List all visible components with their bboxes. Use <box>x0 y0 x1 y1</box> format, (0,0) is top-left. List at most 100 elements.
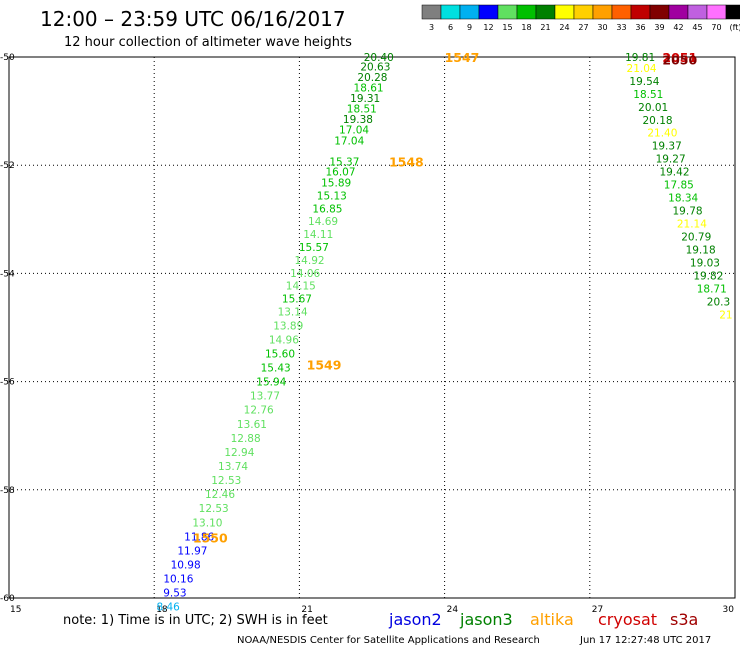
swh-value-label: 13.89 <box>273 320 303 332</box>
swh-value-label: 18.51 <box>347 103 377 115</box>
scale-swatch <box>535 4 556 20</box>
chart-title: 12:00 – 23:59 UTC 06/16/2017 <box>40 7 346 31</box>
scale-label: 70 <box>711 23 721 32</box>
swh-value-label: 14.69 <box>308 216 338 228</box>
swh-value-label: 18.71 <box>697 284 727 296</box>
satellite-name-altika: altika <box>530 610 574 629</box>
scale-label: 21 <box>540 23 550 32</box>
x-tick-label: 30 <box>723 605 735 615</box>
scale-label: (ft) <box>729 23 740 32</box>
swh-value-label: 19.31 <box>350 93 380 105</box>
swh-value-label: 18.34 <box>668 193 698 205</box>
x-tick-label: 15 <box>10 605 21 615</box>
x-tick-label: 18 <box>156 605 168 615</box>
scale-swatch <box>440 4 461 20</box>
scale-label: 27 <box>578 23 588 32</box>
scale-swatch <box>725 4 740 20</box>
pass-number-label: 1549 <box>307 357 342 372</box>
x-tick-label: 27 <box>592 605 603 615</box>
footer-note: note: 1) Time is in UTC; 2) SWH is in fe… <box>63 613 328 628</box>
plot-frame <box>8 56 736 599</box>
swh-value-label: 15.37 <box>329 156 359 168</box>
swh-value-label: 13.61 <box>237 419 267 431</box>
swh-value-label: 15.94 <box>256 377 286 389</box>
swh-value-label: 16.07 <box>325 167 355 179</box>
scale-label: 24 <box>559 23 569 32</box>
swh-value-label: 15.60 <box>265 348 295 360</box>
scale-label: 36 <box>635 23 645 32</box>
scale-swatch <box>668 4 689 20</box>
swh-value-label: 20.18 <box>643 115 673 127</box>
scale-swatch <box>516 4 537 20</box>
swh-value-label: 20.28 <box>357 72 387 84</box>
swh-value-label: 16.85 <box>312 203 342 215</box>
swh-value-label: 11.97 <box>177 545 207 557</box>
swh-value-label: 13.14 <box>278 306 308 318</box>
swh-value-label: 14.15 <box>286 280 316 292</box>
scale-swatch <box>706 4 727 20</box>
scale-swatch <box>687 4 708 20</box>
x-tick-label: 24 <box>447 605 459 615</box>
y-tick-label: -52 <box>0 161 15 171</box>
swh-value-label: 20.3 <box>707 297 730 309</box>
swh-value-label: 14.06 <box>290 268 320 280</box>
swh-value-label: 19.54 <box>629 76 659 88</box>
swh-value-label: 20.40 <box>364 52 394 64</box>
swh-value-label: 18.61 <box>354 82 384 94</box>
swh-value-label: 11.86 <box>184 531 214 543</box>
scale-swatch <box>649 4 670 20</box>
scale-swatch <box>421 4 442 20</box>
scale-swatch <box>459 4 480 20</box>
swh-value-label: 19.81 <box>625 52 655 64</box>
swh-value-label: 15.89 <box>321 178 351 190</box>
axis-ticks: 15 18 21 24 27 30 -50 -52 -54 -56 -58 -60 <box>0 53 734 615</box>
pass-number-label: 1548 <box>389 154 424 169</box>
swh-value-label: 17.85 <box>664 180 694 192</box>
scale-label: 18 <box>521 23 531 32</box>
swh-value-label: 19.42 <box>659 167 689 179</box>
y-tick-label: -56 <box>0 378 15 388</box>
x-tick-label: 21 <box>301 605 312 615</box>
satellite-legend: jason2 jason3 altika cryosat s3a <box>388 610 698 629</box>
scale-swatch <box>478 4 499 20</box>
swh-value-label: 14.96 <box>269 334 299 346</box>
scale-swatch <box>611 4 632 20</box>
footer-timestamp: Jun 17 12:27:48 UTC 2017 <box>579 635 711 646</box>
grid-lines <box>9 57 735 598</box>
scale-label: 6 <box>448 23 453 32</box>
pass-number-label: 2050 <box>662 53 697 68</box>
satellite-name-cryosat: cryosat <box>598 610 657 629</box>
swh-value-label: 21 <box>719 310 732 322</box>
swh-value-label: 17.04 <box>339 124 369 136</box>
swh-value-label: 20.01 <box>638 102 668 114</box>
scale-label: 15 <box>502 23 512 32</box>
swh-value-label: 13.10 <box>192 517 222 529</box>
swh-value-label: 19.18 <box>686 245 716 257</box>
y-tick-label: -54 <box>0 269 15 279</box>
y-tick-label: -58 <box>0 486 15 496</box>
scale-label: 3 <box>429 23 434 32</box>
swh-value-label: 15.67 <box>282 293 312 305</box>
swh-value-label: 14.92 <box>295 255 325 267</box>
swh-value-label: 10.98 <box>171 559 201 571</box>
pass-number-label: 2051 <box>662 50 697 65</box>
swh-value-label: 12.94 <box>224 447 254 459</box>
pass-number-label: 1550 <box>193 530 228 545</box>
swh-value-label: 12.53 <box>211 475 241 487</box>
swh-value-label: 14.11 <box>303 229 333 241</box>
swh-value-label: 20.79 <box>681 232 711 244</box>
scale-label: 33 <box>616 23 626 32</box>
swh-value-label: 20.63 <box>360 62 390 74</box>
swh-value-label: 19.78 <box>673 206 703 218</box>
scale-label: 45 <box>692 23 702 32</box>
scale-label: 9 <box>467 23 472 32</box>
scale-label: 42 <box>673 23 683 32</box>
scale-label: 12 <box>483 23 493 32</box>
swh-value-label: 19.27 <box>656 154 686 166</box>
satellite-name-s3a: s3a <box>670 610 698 629</box>
swh-value-label: 19.38 <box>343 114 373 126</box>
swh-value-label: 10.16 <box>163 574 193 586</box>
swh-value-label: 15.13 <box>317 190 347 202</box>
